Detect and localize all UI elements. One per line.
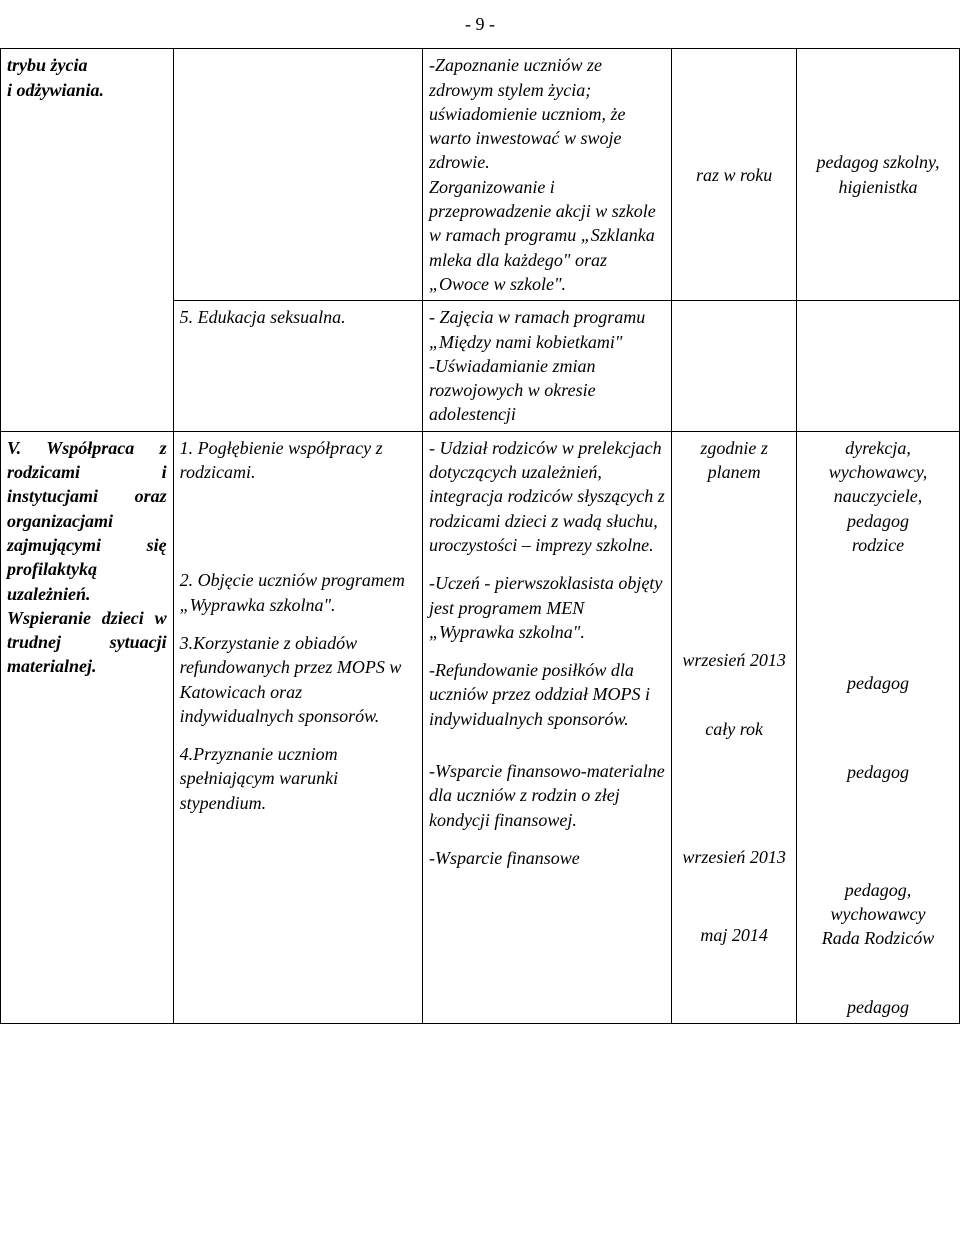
row2-col3: - Zajęcia w ramach programu „Między nami… bbox=[422, 301, 671, 431]
row1-col3: -Zapoznanie uczniów ze zdrowym stylem ży… bbox=[422, 49, 671, 301]
row3-col5-item4: pedagog,wychowawcyRada Rodziców bbox=[803, 878, 953, 951]
row3-col4-item1: zgodnie z planem bbox=[678, 436, 790, 485]
row3-col5-item3: pedagog bbox=[803, 760, 953, 784]
row2-col2: 5. Edukacja seksualna. bbox=[173, 301, 422, 431]
row1-col1: trybu życiai odżywiania. bbox=[1, 49, 174, 431]
row3-col4-item3: cały rok bbox=[678, 717, 790, 741]
row3-col4: zgodnie z planem wrzesień 2013 cały rok … bbox=[672, 431, 797, 1023]
row3-col1-a: V. Współpraca z bbox=[7, 438, 167, 458]
row3-col3-item2: -Uczeń - pierwszoklasista objęty jest pr… bbox=[429, 571, 665, 644]
row3-col4-item5: maj 2014 bbox=[678, 923, 790, 947]
row3-col5: dyrekcja,wychowawcy,nauczyciele,pedagogr… bbox=[796, 431, 959, 1023]
row3-col2-item2: 2. Objęcie uczniów programem „Wyprawka s… bbox=[180, 568, 416, 617]
row1-col5: pedagog szkolny,higienistka bbox=[796, 49, 959, 301]
row3-col2-item4: 4.Przyznanie uczniom spełniającym warunk… bbox=[180, 742, 416, 815]
row3-col4-item2: wrzesień 2013 bbox=[678, 648, 790, 672]
row3-col1: V. Współpraca z rodzicami i instytucjami… bbox=[1, 431, 174, 1023]
row3-col4-item4: wrzesień 2013 bbox=[678, 845, 790, 869]
row3-col3-item3: -Refundowanie posiłków dla uczniów przez… bbox=[429, 658, 665, 731]
row3-col5-item1: dyrekcja,wychowawcy,nauczyciele,pedagogr… bbox=[803, 436, 953, 557]
row3-col2-item3: 3.Korzystanie z obiadów refundowanych pr… bbox=[180, 631, 416, 728]
row3-col3: - Udział rodziców w prelekcjach dotycząc… bbox=[422, 431, 671, 1023]
row1-col2 bbox=[173, 49, 422, 301]
row3-col2-item1: 1. Pogłębienie współpracy z rodzicami. bbox=[180, 436, 416, 485]
table-row: trybu życiai odżywiania. -Zapoznanie ucz… bbox=[1, 49, 960, 301]
row3-col3-item4: -Wsparcie finansowo-materialne dla uczni… bbox=[429, 759, 665, 832]
row3-col5-item5: pedagog bbox=[803, 995, 953, 1019]
content-table: trybu życiai odżywiania. -Zapoznanie ucz… bbox=[0, 48, 960, 1024]
row3-col3-item5: -Wsparcie finansowe bbox=[429, 846, 665, 870]
row3-col5-item2: pedagog bbox=[803, 671, 953, 695]
row1-col4: raz w roku bbox=[672, 49, 797, 301]
row3-col2: 1. Pogłębienie współpracy z rodzicami. 2… bbox=[173, 431, 422, 1023]
row2-col4 bbox=[672, 301, 797, 431]
row3-col1-b: rodzicami i instytucjami oraz organizacj… bbox=[7, 462, 167, 676]
row3-col3-item1: - Udział rodziców w prelekcjach dotycząc… bbox=[429, 436, 665, 557]
page-number: - 9 - bbox=[0, 0, 960, 48]
row2-col5 bbox=[796, 301, 959, 431]
